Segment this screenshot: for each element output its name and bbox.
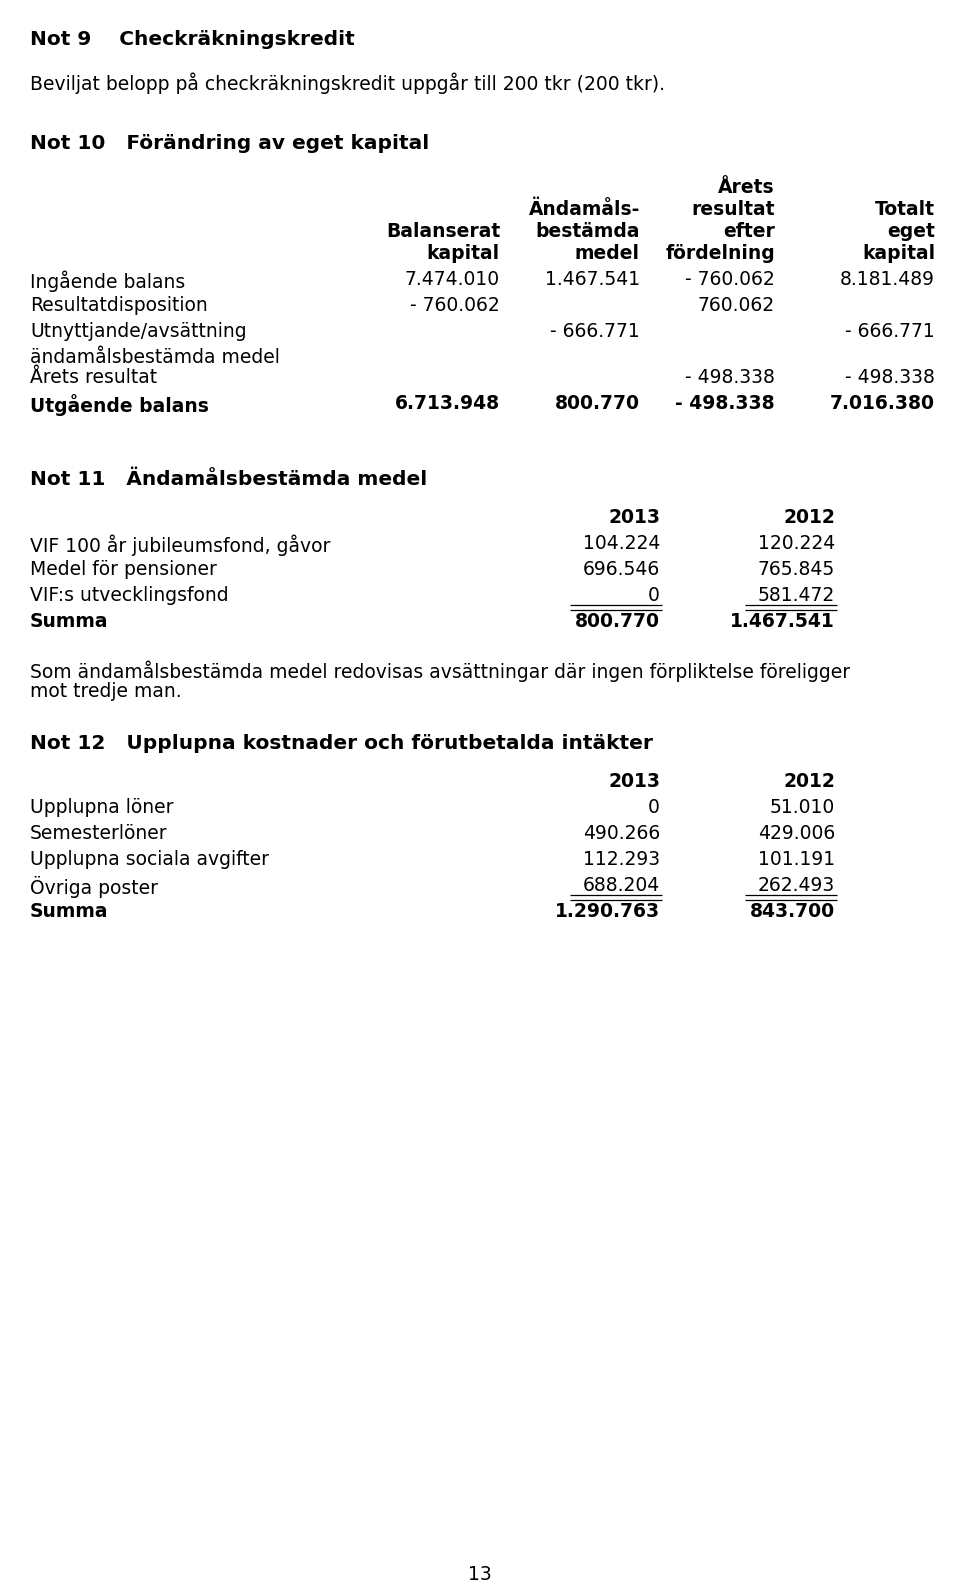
Text: 262.493: 262.493: [757, 876, 835, 895]
Text: Balanserat: Balanserat: [386, 222, 500, 241]
Text: Upplupna löner: Upplupna löner: [30, 798, 174, 817]
Text: 2012: 2012: [783, 508, 835, 527]
Text: - 760.062: - 760.062: [685, 270, 775, 289]
Text: kapital: kapital: [427, 244, 500, 263]
Text: Medel för pensioner: Medel för pensioner: [30, 560, 217, 579]
Text: Som ändamålsbestämda medel redovisas avsättningar där ingen förpliktelse förelig: Som ändamålsbestämda medel redovisas avs…: [30, 661, 851, 681]
Text: Ändamåls-: Ändamåls-: [529, 200, 640, 219]
Text: 0: 0: [648, 798, 660, 817]
Text: Not 9    Checkräkningskredit: Not 9 Checkräkningskredit: [30, 30, 355, 49]
Text: 2013: 2013: [608, 772, 660, 792]
Text: eget: eget: [887, 222, 935, 241]
Text: 1.290.763: 1.290.763: [555, 902, 660, 921]
Text: 429.006: 429.006: [757, 824, 835, 843]
Text: 490.266: 490.266: [583, 824, 660, 843]
Text: Summa: Summa: [30, 611, 108, 630]
Text: Utnyttjande/avsättning: Utnyttjande/avsättning: [30, 322, 247, 342]
Text: 2012: 2012: [783, 772, 835, 792]
Text: Summa: Summa: [30, 902, 108, 921]
Text: 13: 13: [468, 1566, 492, 1583]
Text: 800.770: 800.770: [575, 611, 660, 630]
Text: ändamålsbestämda medel: ändamålsbestämda medel: [30, 348, 280, 367]
Text: 0: 0: [648, 586, 660, 605]
Text: 2013: 2013: [608, 508, 660, 527]
Text: mot tredje man.: mot tredje man.: [30, 681, 181, 701]
Text: VIF:s utvecklingsfond: VIF:s utvecklingsfond: [30, 586, 228, 605]
Text: - 760.062: - 760.062: [410, 295, 500, 314]
Text: Semesterlöner: Semesterlöner: [30, 824, 168, 843]
Text: Övriga poster: Övriga poster: [30, 876, 158, 899]
Text: Årets resultat: Årets resultat: [30, 369, 157, 386]
Text: Not 12   Upplupna kostnader och förutbetalda intäkter: Not 12 Upplupna kostnader och förutbetal…: [30, 734, 653, 753]
Text: Ingående balans: Ingående balans: [30, 270, 185, 292]
Text: 51.010: 51.010: [770, 798, 835, 817]
Text: VIF 100 år jubileumsfond, gåvor: VIF 100 år jubileumsfond, gåvor: [30, 535, 330, 555]
Text: 843.700: 843.700: [750, 902, 835, 921]
Text: - 498.338: - 498.338: [685, 369, 775, 386]
Text: Utgående balans: Utgående balans: [30, 394, 209, 417]
Text: - 666.771: - 666.771: [550, 322, 640, 342]
Text: - 498.338: - 498.338: [676, 394, 775, 413]
Text: Resultatdisposition: Resultatdisposition: [30, 295, 207, 314]
Text: 760.062: 760.062: [698, 295, 775, 314]
Text: 101.191: 101.191: [757, 851, 835, 868]
Text: 765.845: 765.845: [757, 560, 835, 579]
Text: 1.467.541: 1.467.541: [545, 270, 640, 289]
Text: 112.293: 112.293: [583, 851, 660, 868]
Text: Totalt: Totalt: [875, 200, 935, 219]
Text: 6.713.948: 6.713.948: [395, 394, 500, 413]
Text: resultat: resultat: [691, 200, 775, 219]
Text: Upplupna sociala avgifter: Upplupna sociala avgifter: [30, 851, 269, 868]
Text: kapital: kapital: [862, 244, 935, 263]
Text: 7.016.380: 7.016.380: [830, 394, 935, 413]
Text: bestämda: bestämda: [536, 222, 640, 241]
Text: Not 11   Ändamålsbestämda medel: Not 11 Ändamålsbestämda medel: [30, 469, 427, 488]
Text: 120.224: 120.224: [757, 535, 835, 552]
Text: 1.467.541: 1.467.541: [731, 611, 835, 630]
Text: Årets: Årets: [718, 179, 775, 196]
Text: efter: efter: [723, 222, 775, 241]
Text: 104.224: 104.224: [583, 535, 660, 552]
Text: fördelning: fördelning: [665, 244, 775, 263]
Text: 696.546: 696.546: [583, 560, 660, 579]
Text: 8.181.489: 8.181.489: [840, 270, 935, 289]
Text: 7.474.010: 7.474.010: [405, 270, 500, 289]
Text: 581.472: 581.472: [757, 586, 835, 605]
Text: 800.770: 800.770: [555, 394, 640, 413]
Text: - 666.771: - 666.771: [845, 322, 935, 342]
Text: 688.204: 688.204: [583, 876, 660, 895]
Text: - 498.338: - 498.338: [845, 369, 935, 386]
Text: Not 10   Förändring av eget kapital: Not 10 Förändring av eget kapital: [30, 134, 429, 153]
Text: Beviljat belopp på checkräkningskredit uppgår till 200 tkr (200 tkr).: Beviljat belopp på checkräkningskredit u…: [30, 72, 665, 94]
Text: medel: medel: [575, 244, 640, 263]
